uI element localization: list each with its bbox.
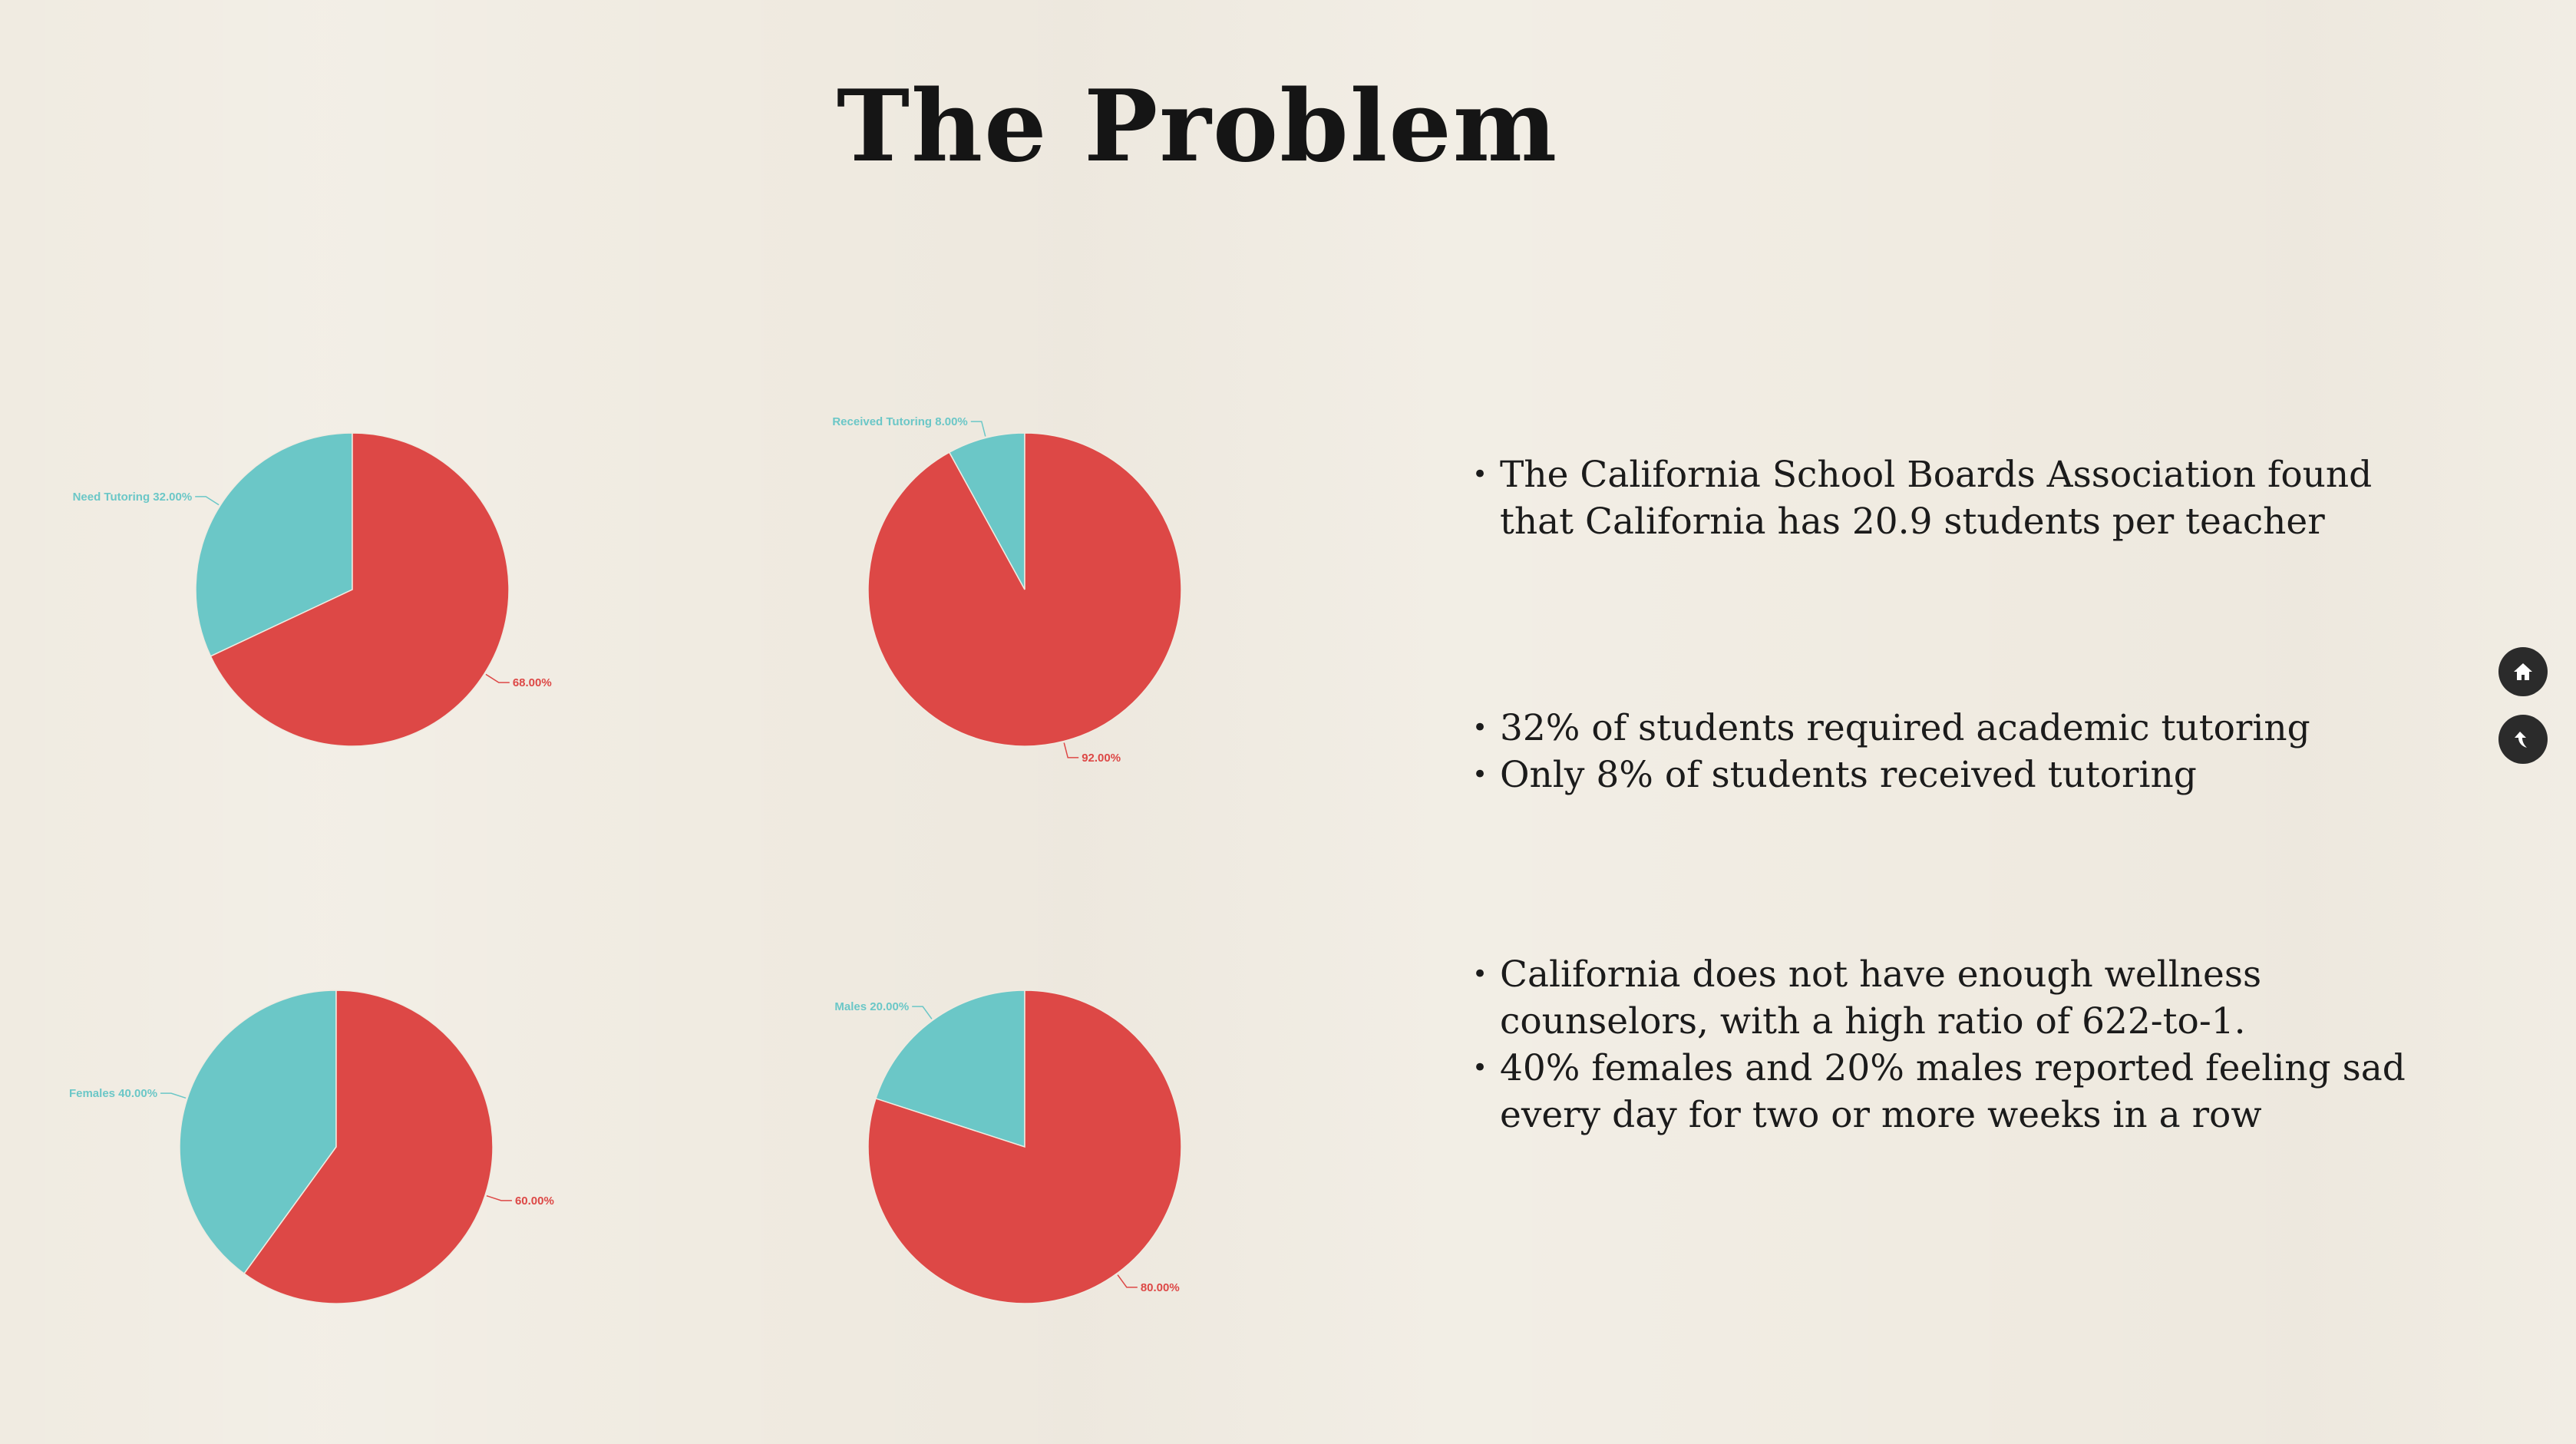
bullet-list: The California School Boards Association… (1472, 451, 2424, 545)
back-arrow-icon (2515, 732, 2527, 748)
pie-chart-2: Received Tutoring 8.00% 92.00% (832, 415, 1182, 765)
pie-charts-area: Need Tutoring 32.00% 68.00% Received Tutor… (69, 415, 1182, 1304)
pie-leader-line (912, 1006, 933, 1019)
pie-chart-4: Males 20.00% 80.00% (834, 990, 1182, 1304)
bullet-item: California does not have enough wellness… (1472, 951, 2424, 1045)
pie-leader-line (1063, 742, 1079, 758)
pie-slice-highlight (179, 990, 337, 1275)
pie-slice-remainder (867, 432, 1182, 747)
bullet-item: Only 8% of students received tutoring (1472, 752, 2424, 798)
page-title: The Problem (836, 69, 1559, 184)
pie-leader-line (195, 496, 220, 506)
pie-chart-1: Need Tutoring 32.00% 68.00% (73, 432, 552, 747)
bullet-item: 32% of students required academic tutori… (1472, 705, 2424, 752)
pie-leader-line (485, 673, 510, 683)
bullet-block-wellness: California does not have enough wellness… (1472, 951, 2424, 1138)
pie-slice-highlight (875, 990, 1025, 1148)
pie-slice-remainder (867, 990, 1182, 1304)
pie-leader-line (486, 1195, 512, 1201)
pie-slice-label: Males 20.00% (834, 1000, 909, 1013)
pie-slice-label: 60.00% (515, 1195, 554, 1208)
pie-slice-label: 80.00% (1141, 1281, 1180, 1294)
bullet-item: The California School Boards Association… (1472, 451, 2424, 545)
bullet-list: California does not have enough wellness… (1472, 951, 2424, 1138)
pie-slice-highlight (195, 432, 353, 657)
pie-leader-line (970, 421, 986, 437)
home-button[interactable] (2498, 647, 2548, 696)
pie-slice-highlight (948, 432, 1025, 590)
home-icon (2514, 663, 2532, 680)
pie-slice-label: Females 40.00% (69, 1087, 157, 1100)
pie-leader-line (160, 1092, 187, 1099)
bullet-item: 40% females and 20% males reported feeli… (1472, 1045, 2424, 1138)
bullet-block-tutoring: 32% of students required academic tutori… (1472, 705, 2424, 798)
back-button[interactable] (2498, 715, 2548, 764)
pie-slice-label: 92.00% (1082, 752, 1121, 765)
pie-slice-remainder (210, 432, 510, 747)
pie-leader-line (1117, 1274, 1138, 1288)
pie-slice-label: Received Tutoring 8.00% (832, 415, 967, 428)
pie-slice-label: Need Tutoring 32.00% (73, 491, 193, 504)
bullet-block-student-teacher-ratio: The California School Boards Association… (1472, 451, 2424, 545)
pie-slice-remainder (243, 990, 494, 1304)
pie-chart-3: Females 40.00% 60.00% (69, 990, 554, 1304)
pie-slice-label: 68.00% (513, 676, 552, 689)
bullet-list: 32% of students required academic tutori… (1472, 705, 2424, 798)
